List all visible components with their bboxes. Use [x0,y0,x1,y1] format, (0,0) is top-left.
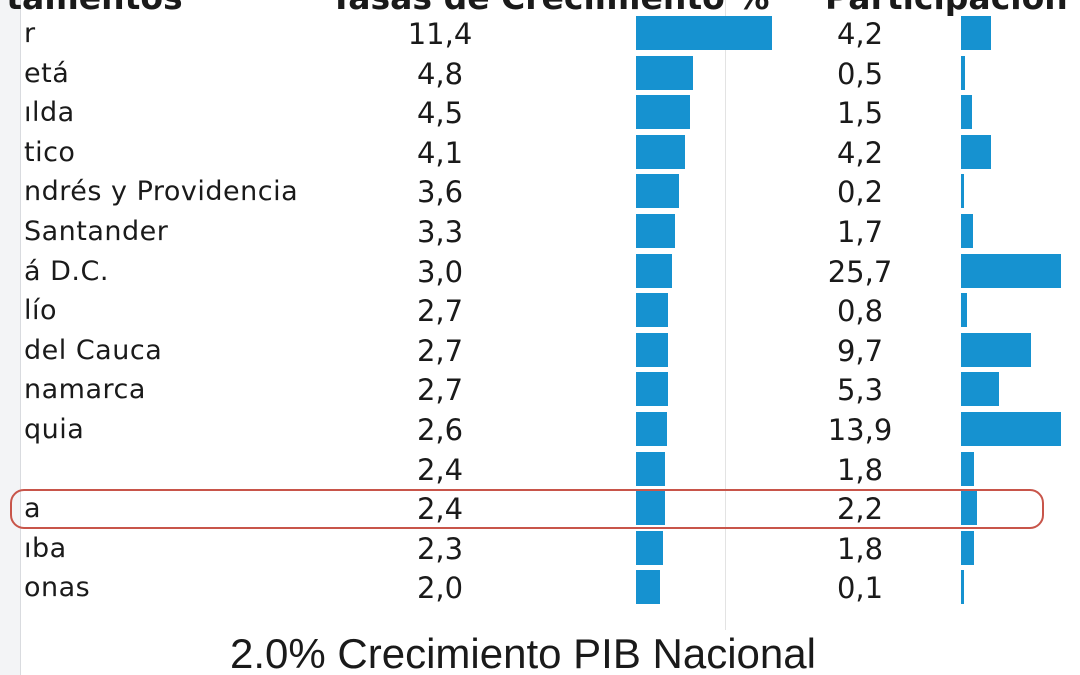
growth-value-label: 11,4 [407,17,473,51]
share-bar [961,95,972,130]
growth-value-label: 4,8 [416,56,464,91]
share-value-label: 1,8 [836,452,884,487]
growth-bar [636,451,665,486]
growth-value-label: 2,4 [416,452,464,487]
growth-value-label: 3,3 [416,215,464,249]
department-name: onas [24,572,91,604]
header-row: rtamentos Tasas de Crecimiento % Partici… [0,0,1080,18]
growth-bar [636,491,665,526]
growth-value-label: 2,7 [416,373,464,408]
table-row: Santander 3,3 1,7 [0,212,1080,252]
share-value-label: 5,3 [836,373,884,408]
share-value-label: 1,5 [836,96,884,131]
growth-value-label: 4,5 [416,96,464,131]
growth-bar [636,412,668,446]
share-bar [961,253,1061,288]
department-name: namarca [24,374,146,406]
header-share: Participación [825,0,1068,17]
share-value-label: 1,8 [836,531,884,566]
share-bar [961,530,974,565]
share-bar [961,412,1061,446]
share-value-label: 4,2 [836,17,884,51]
table-row: ndrés y Providencia 3,6 0,2 [0,172,1080,212]
share-bar [961,372,1000,407]
table-row: á D.C. 3,0 25,7 [0,252,1080,292]
share-value-label: 13,9 [827,413,893,447]
table-row: a 2,4 2,2 [0,489,1080,529]
share-value-label: 0,1 [836,571,884,606]
share-bar [961,332,1031,367]
department-name: del Cauca [24,334,163,366]
share-bar [961,134,992,169]
table-row: ılda 4,5 1,5 [0,93,1080,133]
footer-caption: 2.0% Crecimiento PIB Nacional [230,630,816,675]
share-bar [961,451,974,486]
share-bar [961,214,974,248]
growth-bar [636,253,672,288]
growth-value-label: 3,0 [416,254,464,289]
growth-bar [636,174,679,209]
table-row: namarca 2,7 5,3 [0,370,1080,410]
growth-bar [636,372,669,407]
growth-value-label: 2,6 [416,413,464,447]
growth-bar [636,16,772,50]
department-name: etá [24,57,70,89]
share-value-label: 0,2 [836,175,884,210]
growth-bar [636,134,685,169]
growth-bar [636,332,669,367]
growth-bar [636,293,669,328]
table-row: quia 2,6 13,9 [0,410,1080,450]
department-name: r [24,18,36,49]
share-value-label: 25,7 [827,254,893,289]
department-name: á D.C. [24,255,109,287]
share-bar [961,174,964,209]
table-row: 2,4 1,8 [0,450,1080,490]
table-row: ıba 2,3 1,8 [0,529,1080,569]
growth-value-label: 2,7 [416,333,464,368]
department-name: quia [24,414,85,445]
department-name: ıba [24,532,67,564]
share-value-label: 2,2 [836,492,884,527]
table-row: del Cauca 2,7 9,7 [0,331,1080,371]
left-edge-panel [0,0,21,675]
share-bar [961,491,977,526]
table-row: tico 4,1 4,2 [0,133,1080,173]
share-bar [961,55,965,90]
department-name: ılda [24,97,75,129]
share-value-label: 9,7 [836,333,884,368]
department-name: ndrés y Providencia [24,176,299,208]
share-value-label: 0,8 [836,294,884,329]
growth-bar [636,95,690,130]
table-row: etá 4,8 0,5 [0,54,1080,94]
department-name: a [24,493,42,525]
department-name: lío [24,295,58,327]
department-name: tico [24,136,76,168]
column-divider [725,0,726,630]
growth-value-label: 2,3 [416,531,464,566]
table-row: onas 2,0 0,1 [0,568,1080,608]
share-value-label: 1,7 [836,215,884,249]
highlighted-row-outline [10,489,1044,529]
growth-bar [636,214,676,248]
share-value-label: 4,2 [836,135,884,170]
growth-bar [636,530,664,565]
growth-value-label: 2,4 [416,492,464,527]
growth-bar [636,55,694,90]
department-name: Santander [24,216,169,247]
table-row: lío 2,7 0,8 [0,291,1080,331]
growth-value-label: 2,0 [416,571,464,606]
share-bar [961,16,992,50]
table-row: r 11,4 4,2 [0,14,1080,54]
share-bar [961,570,964,605]
growth-value-label: 4,1 [416,135,464,170]
header-growth: Tasas de Crecimiento % [330,0,769,17]
header-department: rtamentos [0,0,183,17]
department-name [24,450,404,490]
growth-value-label: 2,7 [416,294,464,329]
growth-value-label: 3,6 [416,175,464,210]
share-bar [961,293,967,328]
share-value-label: 0,5 [836,56,884,91]
growth-bar [636,570,660,605]
